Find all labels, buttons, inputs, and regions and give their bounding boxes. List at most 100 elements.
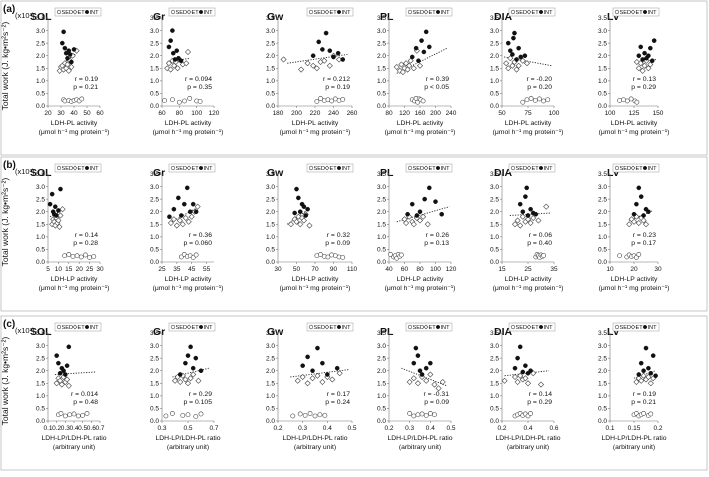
int-point (634, 201, 639, 207)
int-point (528, 206, 533, 212)
y-tick-label: 1.0 (377, 78, 386, 85)
et-point (56, 223, 63, 230)
sed-point (80, 413, 86, 418)
p-value: p = 0.09 (325, 240, 350, 247)
y-tick-label: 0.5 (490, 247, 499, 254)
y-tick-label: 3.5 (36, 171, 45, 178)
legend-et-marker (186, 324, 192, 330)
y-tick-label: 3.0 (490, 343, 499, 350)
int-point (517, 201, 523, 207)
legend-et-label: ET (532, 10, 540, 16)
legend-sed-marker (56, 324, 62, 330)
et-point (183, 60, 190, 67)
sed-point (302, 413, 308, 418)
legend-sed-label: SED (620, 325, 632, 331)
x-axis-unit: (arbitrary unit) (507, 444, 549, 451)
int-point (168, 38, 173, 43)
legend-et-marker (526, 324, 532, 330)
et-point (58, 381, 65, 388)
int-point (47, 201, 53, 207)
int-point (323, 30, 329, 36)
et-point (179, 221, 186, 228)
y-tick-label: 0.0 (150, 103, 159, 110)
legend-box (508, 163, 556, 173)
et-point (640, 217, 647, 224)
sed-point (528, 411, 533, 416)
x-tick-label: 0.5 (183, 425, 192, 432)
int-point (631, 211, 637, 217)
x-tick-label: 75 (524, 110, 532, 117)
y-tick-label: 2.5 (150, 196, 159, 203)
chart-title: Gw (267, 11, 284, 23)
et-point (403, 220, 410, 227)
et-point (336, 370, 343, 377)
int-point (52, 204, 58, 209)
x-tick-label: 20 (76, 266, 84, 273)
x-tick-label: 200 (291, 110, 302, 117)
x-tick-label: 30 (654, 266, 662, 273)
legend-box (54, 163, 102, 173)
x-tick-label: 240 (446, 110, 457, 117)
x-tick-label: 0.7 (209, 425, 218, 432)
et-point (57, 212, 64, 219)
int-point (188, 344, 193, 350)
y-tick-label: 3.0 (377, 28, 386, 35)
row-panel-1: (b)(x10³) Total work (J. kg•m²s⁻²) (0, 156, 708, 312)
chart-1-3: PL SED ET INT 0.0 0.5 1.0 1.5 2.0 2.5 3.0 3.5 40 60 80… (377, 163, 457, 292)
x-axis-title: LDH-PL activity (397, 120, 444, 127)
y-tick-label: 3.5 (490, 171, 499, 178)
et-point (640, 372, 647, 379)
legend-et-marker (630, 324, 636, 330)
y-tick-label: 0.0 (266, 418, 275, 425)
int-point (423, 365, 429, 371)
chart-title: DIA (494, 11, 513, 23)
sed-point (312, 413, 318, 419)
r-value: r = 0.26 (426, 232, 449, 239)
sed-point (415, 412, 421, 418)
x-axis-title: LDH-LP/LDH-PL ratio (41, 435, 106, 442)
et-point (407, 57, 414, 64)
et-point (642, 221, 650, 228)
sed-point (634, 99, 640, 105)
sed-point (314, 99, 320, 104)
int-point (179, 213, 184, 218)
legend-sed-label: SED (314, 10, 326, 16)
et-point (439, 379, 446, 386)
legend-int-marker (84, 325, 89, 330)
int-point (61, 29, 66, 35)
legend-et-label: ET (636, 325, 644, 331)
legend-int-marker (643, 9, 648, 14)
sed-point (537, 96, 542, 102)
legend-et-label: ET (532, 325, 540, 331)
sed-point (318, 96, 323, 101)
et-point (633, 379, 640, 386)
et-point (184, 380, 192, 387)
y-tick-label: 2.5 (266, 40, 275, 47)
et-point (293, 218, 300, 225)
x-tick-label: 100 (191, 110, 202, 117)
int-point (423, 29, 429, 35)
int-point (335, 50, 341, 56)
y-tick-label: 1.0 (266, 234, 275, 241)
x-axis-title: LDH-PL activity (51, 120, 98, 127)
legend-et-label: ET (78, 325, 86, 331)
et-point (182, 376, 189, 383)
int-point (522, 53, 528, 59)
int-point (193, 209, 199, 215)
legend-box (612, 163, 660, 173)
legend-sed-label: SED (176, 325, 188, 331)
x-tick-label: 5 (46, 266, 50, 273)
y-tick-label: 3.5 (266, 15, 275, 22)
int-point (187, 209, 193, 215)
sed-point (62, 98, 68, 104)
legend-box (168, 163, 216, 173)
sed-point (197, 99, 203, 104)
x-tick-label: 60 (158, 110, 166, 117)
legend-et-label: ET (636, 10, 644, 16)
et-point (626, 221, 633, 228)
legend-int-marker (436, 325, 441, 330)
y-tick-label: 2.0 (377, 368, 386, 375)
y-tick-label: 0.5 (377, 247, 386, 254)
int-point (66, 48, 72, 53)
x-tick-label: 0.4 (69, 425, 78, 432)
